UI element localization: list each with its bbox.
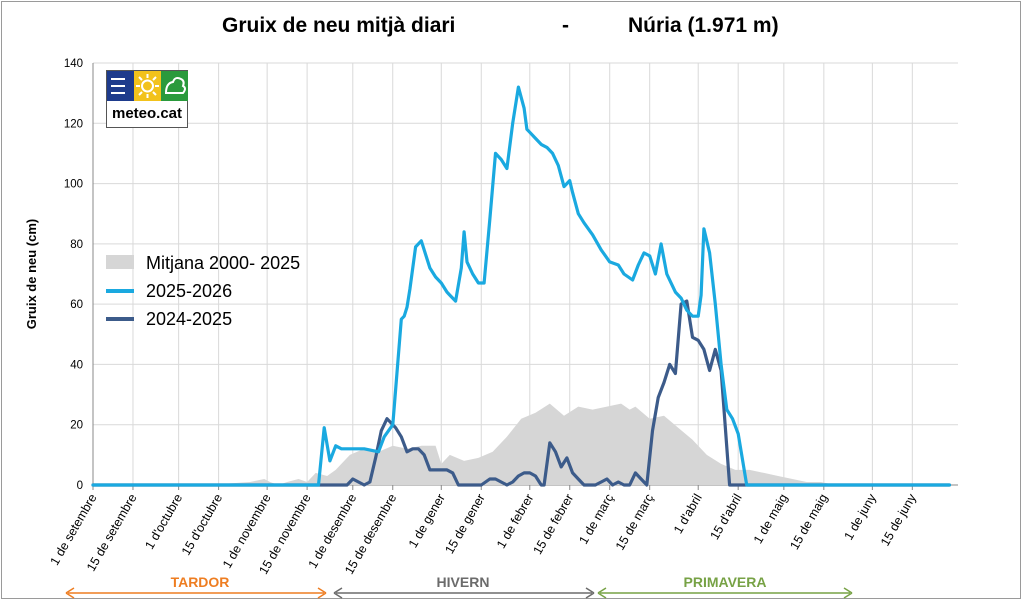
y-tick-label: 60 — [70, 299, 83, 311]
meteocat-logo: meteo.cat — [106, 70, 188, 128]
x-tick-label: 1 de febrer — [494, 492, 536, 551]
y-tick-label: 100 — [64, 179, 83, 191]
series-mean-area — [93, 403, 958, 485]
y-axis-label: Gruix de neu (cm) — [24, 219, 39, 330]
legend-swatch-mean — [106, 255, 134, 269]
season-arrow-head-left — [333, 587, 343, 599]
x-tick-label: 15 de febrer — [531, 492, 577, 557]
season-arrow-head-right — [317, 587, 327, 599]
x-tick-label: 1 de maig — [751, 491, 791, 546]
series-line-20252026 — [91, 85, 952, 487]
season-label: PRIMAVERA — [684, 574, 767, 590]
x-tick-label: 1 d'octubre — [142, 491, 185, 551]
waves-icon — [107, 71, 134, 101]
season-arrow-head-right — [843, 587, 853, 599]
x-tick-label: 15 d'octubre — [179, 491, 225, 557]
y-tick-label: 20 — [70, 420, 83, 432]
chart-title-station-label: Gruix de neu mitjà diari — [222, 14, 456, 37]
logo-brand-text: meteo.cat — [111, 105, 183, 122]
x-tick-label: 15 de gener — [442, 492, 487, 557]
season-label: TARDOR — [171, 574, 230, 590]
x-tick-label: 15 de juny — [878, 491, 919, 549]
y-tick-label: 40 — [70, 359, 83, 371]
mountain-icon — [161, 71, 188, 101]
x-tick-label: 15 de març — [613, 492, 656, 553]
legend-label: 2024-2025 — [146, 309, 232, 329]
season-arrow-head-left — [597, 587, 607, 599]
x-tick-label: 1 de gener — [406, 492, 448, 551]
season-arrow-head-right — [585, 587, 595, 599]
chart-title-location: Núria (1.971 m) — [628, 14, 779, 37]
season-label: HIVERN — [437, 574, 490, 590]
y-tick-label: 80 — [70, 239, 83, 251]
x-tick-label: 1 de març — [576, 492, 616, 547]
x-tick-label: 15 de maig — [787, 491, 830, 552]
y-tick-label: 120 — [64, 118, 83, 130]
legend-label: 2025-2026 — [146, 281, 232, 301]
x-tick-label: 1 de juny — [841, 491, 879, 543]
chart-title-separator: - — [562, 14, 569, 37]
y-tick-label: 0 — [77, 480, 83, 492]
legend-label: Mitjana 2000- 2025 — [146, 253, 300, 273]
season-arrow-head-left — [65, 587, 75, 599]
series-line-20242025 — [91, 299, 952, 487]
x-tick-label: 1 d'abril — [671, 492, 705, 537]
x-tick-label: 15 d'abril — [707, 492, 744, 543]
y-tick-label: 140 — [64, 58, 83, 70]
sun-icon — [134, 71, 161, 101]
